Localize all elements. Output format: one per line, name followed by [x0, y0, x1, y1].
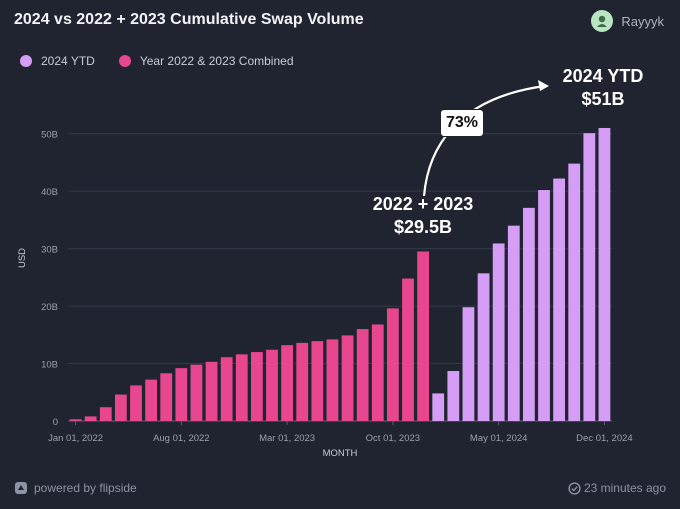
y-axis-label: USD: [17, 248, 28, 268]
y-tick-label: 40B: [41, 187, 58, 198]
x-tick-label: Mar 01, 2023: [259, 433, 315, 444]
powered-by-link[interactable]: powered by flipside: [14, 481, 137, 495]
bar[interactable]: [386, 308, 399, 421]
x-axis-label: MONTH: [323, 448, 358, 459]
flipside-logo-icon: [15, 482, 27, 494]
bar[interactable]: [341, 335, 354, 421]
bar[interactable]: [462, 307, 475, 421]
bar[interactable]: [311, 341, 324, 421]
author-badge[interactable]: Rayyyk: [591, 10, 664, 32]
bar[interactable]: [130, 385, 142, 421]
last-updated-text: 23 minutes ago: [583, 481, 666, 495]
y-tick-label: 10B: [41, 360, 58, 371]
bar[interactable]: [190, 364, 203, 421]
avatar: [591, 10, 614, 32]
bar[interactable]: [281, 345, 294, 421]
bar[interactable]: [538, 190, 550, 421]
gridlines: [68, 133, 612, 422]
annotation-2022-2023-value: $29.5B: [393, 217, 453, 238]
bar[interactable]: [84, 416, 97, 421]
bar[interactable]: [175, 368, 188, 421]
bar[interactable]: [69, 419, 82, 421]
y-tick-label: 0: [53, 417, 58, 428]
bar[interactable]: [99, 407, 112, 421]
legend-item-2022-2023[interactable]: Year 2022 & 2023 Combined: [118, 54, 294, 68]
bar[interactable]: [205, 361, 218, 421]
annotation-2024-value: $51B: [581, 89, 625, 110]
bar[interactable]: [477, 273, 490, 421]
growth-arrow: [422, 84, 546, 197]
bar[interactable]: [447, 371, 460, 421]
user-icon: [597, 15, 608, 27]
x-tick-labels: Jan 01, 2022 Aug 01, 2022 Mar 01, 2023 Oct …: [48, 421, 633, 444]
annotation-2022-2023: 2022 + 2023 $29.5B: [370, 193, 476, 240]
legend-label-2022-2023: Year 2022 & 2023 Combined: [139, 54, 294, 68]
bar[interactable]: [522, 207, 535, 421]
bar[interactable]: [114, 394, 127, 421]
author-name: Rayyyk: [621, 13, 664, 29]
bar[interactable]: [356, 329, 369, 421]
legend-swatch-2024: [20, 55, 32, 67]
bar[interactable]: [492, 243, 505, 421]
bars: [69, 127, 611, 422]
bar[interactable]: [417, 251, 430, 421]
legend: 2024 YTD Year 2022 & 2023 Combined: [20, 54, 294, 68]
bar[interactable]: [507, 225, 520, 421]
check-circle-icon: [568, 481, 581, 495]
y-tick-labels: 0 10B 20B 30B 40B 50B: [41, 130, 58, 428]
bar[interactable]: [296, 342, 309, 421]
growth-percentage-label: 73%: [440, 109, 484, 137]
x-tick-label: Oct 01, 2023: [366, 433, 420, 444]
bar[interactable]: [568, 163, 581, 421]
chart-title: 2024 vs 2022 + 2023 Cumulative Swap Volu…: [14, 11, 364, 28]
bar[interactable]: [235, 354, 248, 421]
x-tick-label: Jan 01, 2022: [48, 433, 103, 444]
bar[interactable]: [432, 393, 445, 421]
growth-arrowhead: [538, 80, 549, 91]
bar[interactable]: [220, 357, 233, 421]
bar[interactable]: [598, 127, 611, 422]
y-tick-label: 30B: [41, 245, 58, 256]
y-tick-label: 50B: [41, 130, 58, 141]
bar[interactable]: [553, 178, 566, 421]
annotation-2024: 2024 YTD $51B: [553, 65, 653, 112]
y-tick-label: 20B: [41, 302, 58, 313]
annotation-2024-title: 2024 YTD: [562, 66, 644, 86]
legend-label-2024: 2024 YTD: [41, 54, 95, 68]
annotation-2022-2023-title: 2022 + 2023: [372, 194, 474, 214]
last-updated: 23 minutes ago: [568, 481, 666, 495]
x-tick-label: May 01, 2024: [470, 433, 528, 444]
bar[interactable]: [266, 349, 278, 421]
powered-by-text: powered by flipside: [34, 481, 137, 495]
legend-swatch-2022-2023: [118, 55, 131, 67]
bar[interactable]: [160, 373, 173, 421]
legend-item-2024[interactable]: 2024 YTD: [20, 54, 95, 68]
bar[interactable]: [250, 352, 263, 421]
bar[interactable]: [145, 379, 158, 421]
x-tick-label: Dec 01, 2024: [576, 433, 633, 444]
bar[interactable]: [583, 133, 596, 422]
bar[interactable]: [371, 324, 384, 421]
bar[interactable]: [326, 339, 339, 421]
x-tick-label: Aug 01, 2022: [153, 433, 210, 444]
bar[interactable]: [402, 278, 414, 421]
